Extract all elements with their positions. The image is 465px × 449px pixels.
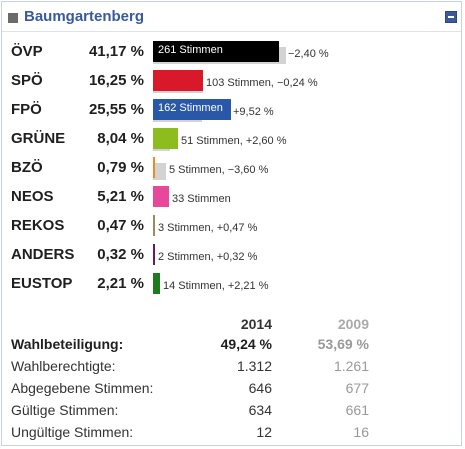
votes-label: 33 Stimmen <box>172 193 231 205</box>
result-bar <box>153 157 155 178</box>
votes-change-label: 51 Stimmen, +2,60 % <box>181 135 286 147</box>
change-label: +9,52 % <box>233 106 274 118</box>
stats-label: Wahlbeteiligung: <box>11 336 124 352</box>
stats-value-2014: 12 <box>256 424 272 440</box>
result-bar <box>153 186 169 207</box>
party-name: NEOS <box>11 188 54 205</box>
stats-label: Ungültige Stimmen: <box>11 424 134 440</box>
votes-label: 103 Stimmen, <box>206 77 274 89</box>
stats-value-2009: 16 <box>353 424 369 440</box>
stats-value-2009: 53,69 % <box>317 336 369 352</box>
result-row: GRÜNE 8,04 % 51 Stimmen, +2,60 % <box>2 127 461 151</box>
change-label: +0,47 % <box>216 222 258 234</box>
stats-row: Wahlbeteiligung: 49,24 % 53,69 % <box>2 334 461 354</box>
party-name: ANDERS <box>11 246 75 263</box>
party-percentage: 0,47 % <box>97 217 144 234</box>
change-label: −0,24 % <box>276 77 318 89</box>
votes-label: 3 Stimmen, <box>158 222 214 234</box>
party-name: GRÜNE <box>11 130 66 147</box>
votes-change-label: 103 Stimmen, −0,24 % <box>206 77 318 89</box>
result-row: FPÖ 25,55 % 162 Stimmen +9,52 % <box>2 98 461 122</box>
stats-value-2009: 1.261 <box>333 358 369 374</box>
change-label: −3,60 % <box>227 164 269 176</box>
votes-label: 162 Stimmen <box>158 102 223 114</box>
stats-value-2014: 49,24 % <box>220 336 272 352</box>
stats-row: Wahlberechtigte: 1.312 1.261 <box>2 356 461 376</box>
result-row: NEOS 5,21 % 33 Stimmen <box>2 185 461 209</box>
result-row: SPÖ 16,25 % 103 Stimmen, −0,24 % <box>2 69 461 93</box>
votes-label: 51 Stimmen, <box>181 135 243 147</box>
party-percentage: 8,04 % <box>97 130 144 147</box>
result-bar <box>153 128 178 149</box>
stats-label: Abgegebene Stimmen: <box>11 380 154 396</box>
votes-label: 261 Stimmen <box>158 44 223 56</box>
votes-change-label: 2 Stimmen, +0,32 % <box>158 251 257 263</box>
votes-change-label: 3 Stimmen, +0,47 % <box>158 222 257 234</box>
stats-row: Abgegebene Stimmen: 646 677 <box>2 378 461 398</box>
party-name: EUSTOP <box>11 275 73 292</box>
previous-result-bar <box>153 163 166 180</box>
votes-label: 5 Stimmen, <box>169 164 225 176</box>
result-row: ANDERS 0,32 % 2 Stimmen, +0,32 % <box>2 243 461 267</box>
result-bar <box>153 273 160 294</box>
party-percentage: 2,21 % <box>97 275 144 292</box>
stats-value-2009: 677 <box>345 380 369 396</box>
party-percentage: 16,25 % <box>88 72 144 89</box>
stats-label: Gültige Stimmen: <box>11 402 119 418</box>
party-name: ÖVP <box>11 43 43 60</box>
votes-label: 14 Stimmen, <box>163 280 225 292</box>
party-percentage: 5,21 % <box>97 188 144 205</box>
party-name: BZÖ <box>11 159 43 176</box>
panel-title: Baumgartenberg <box>24 8 145 25</box>
party-percentage: 0,32 % <box>97 246 144 263</box>
result-row: REKOS 0,47 % 3 Stimmen, +0,47 % <box>2 214 461 238</box>
change-label: +0,32 % <box>216 251 258 263</box>
result-bar <box>153 41 279 62</box>
stats-value-2014: 646 <box>248 380 272 396</box>
votes-label: 2 Stimmen, <box>158 251 214 263</box>
square-icon <box>8 13 18 23</box>
result-bar <box>153 70 203 91</box>
votes-change-label: 14 Stimmen, +2,21 % <box>163 280 268 292</box>
result-row: EUSTOP 2,21 % 14 Stimmen, +2,21 % <box>2 272 461 296</box>
result-bar <box>153 215 155 236</box>
party-name: SPÖ <box>11 72 43 89</box>
party-name: REKOS <box>11 217 65 234</box>
column-header-2009: 2009 <box>337 316 369 332</box>
votes-change-label: 5 Stimmen, −3,60 % <box>169 164 268 176</box>
result-bar <box>153 99 231 120</box>
stats-label: Wahlberechtigte: <box>11 358 116 374</box>
party-name: FPÖ <box>11 101 42 118</box>
stats-row: Ungültige Stimmen: 12 16 <box>2 422 461 442</box>
votes-change-label: 33 Stimmen <box>172 193 231 205</box>
result-bar <box>153 244 155 265</box>
stats-row: Gültige Stimmen: 634 661 <box>2 400 461 420</box>
result-row: BZÖ 0,79 % 5 Stimmen, −3,60 % <box>2 156 461 180</box>
party-percentage: 41,17 % <box>88 43 144 60</box>
stats-value-2014: 1.312 <box>236 358 272 374</box>
stats-value-2014: 634 <box>248 402 272 418</box>
panel-header: Baumgartenberg <box>2 2 461 32</box>
change-label: +2,60 % <box>245 135 287 147</box>
party-percentage: 25,55 % <box>88 101 144 118</box>
party-percentage: 0,79 % <box>97 159 144 176</box>
stats-header-row: 2014 2009 <box>2 314 461 334</box>
change-label: −2,40 % <box>288 48 329 60</box>
collapse-button[interactable] <box>445 11 457 23</box>
column-header-2014: 2014 <box>240 316 272 332</box>
change-label: +2,21 % <box>227 280 269 292</box>
stats-value-2009: 661 <box>345 402 369 418</box>
result-row: ÖVP 41,17 % 261 Stimmen −2,40 % <box>2 40 461 64</box>
